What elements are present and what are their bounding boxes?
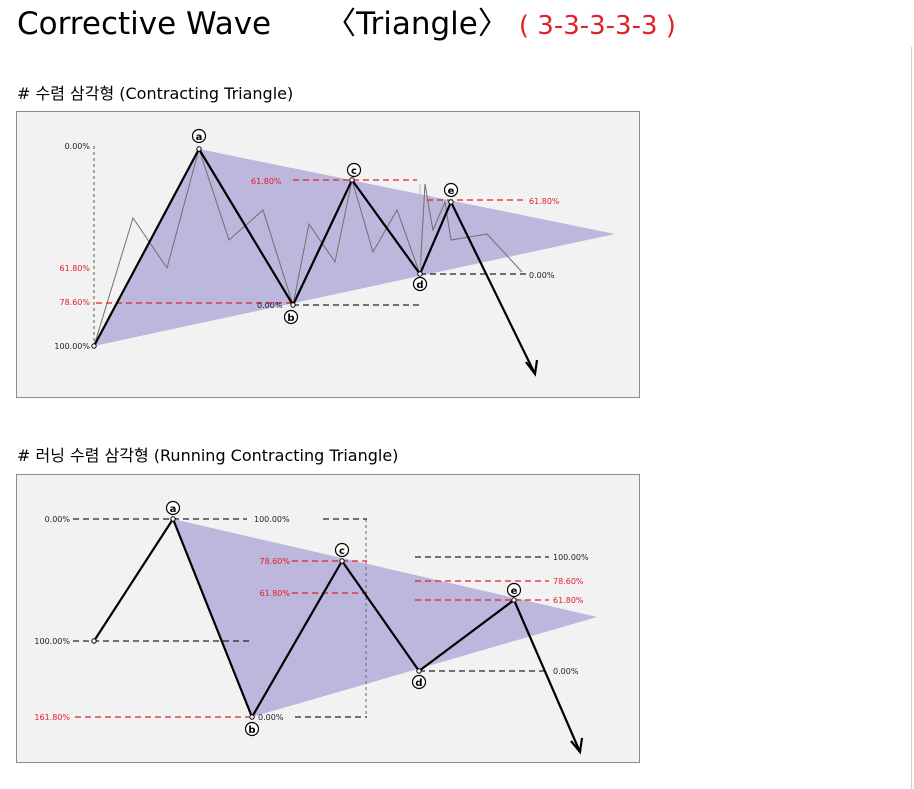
point-c <box>339 558 345 564</box>
wave-b-marker <box>283 309 299 325</box>
subwave-path <box>93 147 523 347</box>
wave-a-marker <box>165 500 181 516</box>
triangle-area <box>173 519 597 717</box>
level-b-label: 0.00% <box>257 301 283 310</box>
point-a <box>196 146 202 152</box>
wave-d-label: d <box>415 678 422 689</box>
page-scroll-edge <box>911 47 912 789</box>
point-b <box>249 714 255 720</box>
running-triangle-diagram: a b c d e 0.00% 100.00% 161.80% 100.00% … <box>16 474 640 763</box>
level-d618-label: 61.80% <box>553 596 584 605</box>
point-d <box>417 271 423 277</box>
wave-c-label: c <box>351 166 357 177</box>
wave-d-label: d <box>416 280 423 291</box>
level-100-label: 100.00% <box>54 342 90 351</box>
level-786-label: 78.60% <box>59 298 90 307</box>
level-c786-label: 78.60% <box>259 557 290 566</box>
point-origin <box>91 343 97 349</box>
wave-b-label: b <box>287 313 294 324</box>
section-heading-running: # 러닝 수렴 삼각형 (Running Contracting Triangl… <box>17 446 399 465</box>
level-c618-label: 61.80% <box>259 589 290 598</box>
point-d <box>416 668 422 674</box>
wave-e-marker <box>506 582 522 598</box>
point-a <box>170 516 176 522</box>
contracting-triangle-diagram: a b c d e 0.00% 61.80% 78.60% 100.00% 0.… <box>16 111 640 398</box>
level-d-label: 0.00% <box>529 271 555 280</box>
wave-d-marker <box>411 674 427 690</box>
level-d100-label: 100.00% <box>553 553 589 562</box>
wave-a-label: a <box>196 132 203 143</box>
wave-e-marker <box>443 182 459 198</box>
wave-a-label: a <box>170 504 177 515</box>
level-0-label: 0.00% <box>45 515 71 524</box>
title-main: Corrective Wave <box>17 6 272 42</box>
level-1618-label: 161.80% <box>34 713 70 722</box>
level-c-label: 61.80% <box>251 177 282 186</box>
wave-b-marker <box>244 721 260 737</box>
title-triangle: 〈Triangle〉 <box>325 6 509 42</box>
level-d0-label: 0.00% <box>553 667 579 676</box>
wave-c-marker <box>346 162 362 178</box>
point-origin <box>91 638 97 644</box>
triangle-area <box>94 149 615 346</box>
level-b-label: 0.00% <box>258 713 284 722</box>
level-e-label: 61.80% <box>529 197 560 206</box>
wave-a-marker <box>191 128 207 144</box>
wave-e-label: e <box>511 586 518 597</box>
level-d786-label: 78.60% <box>553 577 584 586</box>
title-pattern: ( 3-3-3-3-3 ) <box>518 11 676 41</box>
point-e <box>511 597 517 603</box>
level-618-label: 61.80% <box>59 264 90 273</box>
arrow-head-icon <box>570 737 584 755</box>
running-triangle-svg: a b c d e 0.00% 100.00% 161.80% 100.00% … <box>34 500 597 755</box>
level-100-label: 100.00% <box>34 637 70 646</box>
page-title: Corrective Wave 〈Triangle〉 ( 3-3-3-3-3 ) <box>17 4 676 44</box>
point-e <box>448 199 454 205</box>
point-c <box>349 177 355 183</box>
level-0-label: 0.00% <box>65 142 91 151</box>
contracting-triangle-svg: a b c d e 0.00% 61.80% 78.60% 100.00% 0.… <box>54 128 615 377</box>
wave-c-marker <box>334 542 350 558</box>
wave-d-marker <box>412 276 428 292</box>
point-b <box>290 302 296 308</box>
level-a-label: 100.00% <box>254 515 290 524</box>
arrow-head-icon <box>525 359 539 377</box>
wave-b-label: b <box>248 725 255 736</box>
wave-e-label: e <box>448 186 455 197</box>
section-heading-contracting: # 수렴 삼각형 (Contracting Triangle) <box>17 84 294 103</box>
wave-c-label: c <box>339 546 345 557</box>
